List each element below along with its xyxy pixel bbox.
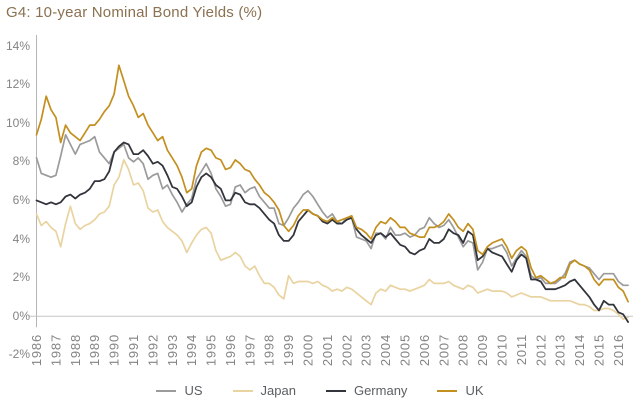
- x-axis-label: 2011: [514, 334, 529, 365]
- legend-item-germany: Germany: [325, 383, 408, 398]
- series-line-us: [35, 133, 629, 287]
- x-axis-label: 2003: [359, 334, 374, 366]
- x-axis-label: 2008: [456, 334, 471, 366]
- x-axis-label: 2014: [572, 334, 587, 366]
- legend-swatch-us: [156, 389, 177, 392]
- x-axis-label: 2002: [339, 334, 354, 366]
- legend-swatch-uk: [437, 389, 458, 392]
- x-axis-label: 2005: [398, 334, 413, 366]
- y-axis-label: 6%: [12, 192, 30, 207]
- x-axis-label: 2016: [611, 334, 626, 366]
- x-axis-label: 2000: [301, 334, 316, 366]
- legend-label: UK: [465, 383, 484, 398]
- x-axis-label: 1999: [281, 334, 296, 366]
- x-axis-label: 2007: [436, 334, 451, 366]
- x-axis-label: 1989: [87, 334, 102, 366]
- y-axis-label: 12%: [5, 77, 30, 92]
- series-line-japan: [35, 159, 629, 320]
- legend-label: US: [184, 383, 203, 398]
- legend-item-japan: Japan: [232, 383, 296, 398]
- x-axis-label: 1998: [262, 334, 277, 366]
- series-line-germany: [35, 141, 629, 323]
- y-axis-label: 10%: [5, 115, 30, 130]
- chart-title: G4: 10-year Nominal Bond Yields (%): [6, 4, 263, 21]
- x-axis-label: 1990: [107, 334, 122, 366]
- x-axis-label: 2001: [320, 334, 335, 366]
- x-axis-label: 1992: [145, 334, 160, 366]
- x-axis-label: 1987: [48, 334, 63, 366]
- legend-swatch-japan: [232, 389, 253, 392]
- y-axis-label: 14%: [5, 38, 30, 53]
- x-axis-label: 1996: [223, 334, 238, 366]
- x-axis-label: 2009: [475, 334, 490, 366]
- x-axis-label: 2004: [378, 334, 393, 366]
- series-line-uk: [35, 64, 629, 303]
- legend: US Japan Germany UK: [0, 383, 640, 398]
- x-axis-label: 2012: [533, 334, 548, 366]
- x-axis-label: 1995: [204, 334, 219, 366]
- x-axis-label: 1986: [29, 334, 44, 366]
- y-axis-label: 0%: [12, 308, 30, 323]
- x-axis-label: 1988: [68, 334, 83, 366]
- y-axis-label: 4%: [12, 231, 30, 246]
- legend-item-us: US: [156, 383, 203, 398]
- x-axis-label: 1997: [242, 334, 257, 366]
- x-axis-label: 1991: [126, 334, 141, 366]
- x-axis-label: 2006: [417, 334, 432, 366]
- legend-item-uk: UK: [437, 383, 484, 398]
- x-axis-label: 1993: [165, 334, 180, 366]
- legend-label: Germany: [353, 383, 408, 398]
- y-axis-label: 2%: [12, 270, 30, 285]
- legend-swatch-germany: [325, 389, 346, 392]
- x-axis-label: 2013: [553, 334, 568, 366]
- x-axis-label: 2010: [495, 334, 510, 366]
- x-axis-label: 1994: [184, 334, 199, 366]
- y-axis-label: 8%: [12, 154, 30, 169]
- y-axis-label: -2%: [8, 347, 30, 362]
- x-axis-label: 2015: [592, 334, 607, 366]
- legend-label: Japan: [260, 383, 296, 398]
